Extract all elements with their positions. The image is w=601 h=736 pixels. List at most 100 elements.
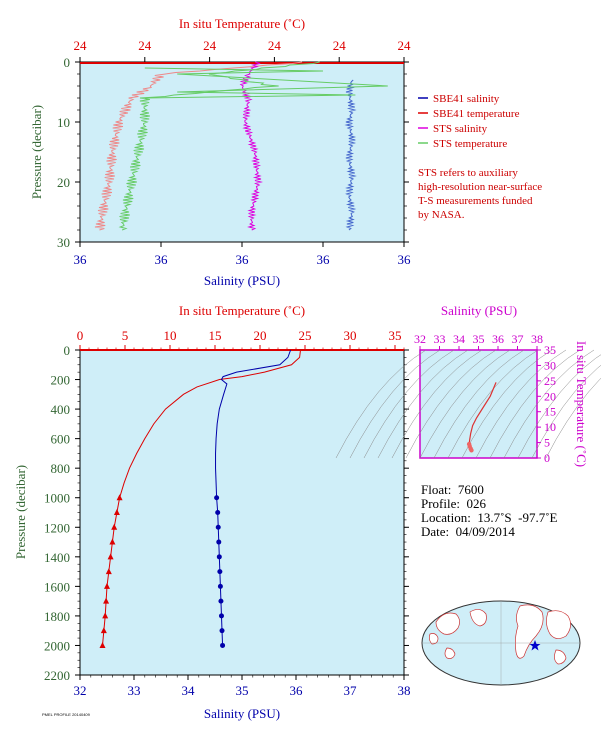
- top-sal-ticks: 36 36 36 36 36: [74, 242, 412, 267]
- top-sal-tick-label: 36: [74, 252, 88, 267]
- ts-density-contour: [335, 349, 427, 459]
- ts-temp-tick-label: 5: [544, 436, 550, 450]
- legend-label-3: STS temperature: [433, 138, 507, 150]
- legend: SBE41 salinity SBE41 temperature STS salin…: [418, 93, 520, 150]
- ts-density-contour: [517, 354, 601, 459]
- profile-number: Profile: 026: [421, 496, 486, 511]
- world-map: [421, 600, 581, 686]
- bottom-temp-tick-label: 0: [77, 328, 84, 343]
- temperature-marker: [103, 597, 110, 604]
- ts-sal-tick-label: 35: [473, 332, 485, 346]
- bottom-sal-tick-label: 32: [74, 683, 87, 698]
- top-temp-tick-label: 24: [398, 38, 412, 53]
- ts-density-contour: [433, 349, 525, 459]
- temperature-marker: [102, 612, 109, 619]
- ts-density-contour: [349, 349, 441, 459]
- legend-note: STS refers to auxiliary high-resolution …: [418, 166, 598, 222]
- bottom-temp-tick-label: 15: [209, 328, 222, 343]
- top-pres-tick-label: 10: [57, 115, 70, 130]
- bottom-temp-tick-label: 25: [299, 328, 312, 343]
- salinity-marker: [219, 628, 225, 634]
- top-temp-tick-label: 24: [138, 38, 152, 53]
- legend-note-line-1: STS refers to auxiliary: [418, 167, 518, 179]
- ts-density-contour: [489, 349, 581, 459]
- ts-series: [466, 382, 497, 453]
- ts-density-contour: [363, 349, 455, 459]
- bottom-temp-tick-label: 10: [164, 328, 177, 343]
- bottom-series: [99, 349, 301, 648]
- ts-density-contour: [377, 349, 469, 459]
- ts-temp-tick-label: 10: [544, 420, 556, 434]
- ts-sal-ticks: 32 33 34 35 36 37 38: [414, 332, 543, 350]
- bottom-pres-tick-label: 200: [51, 373, 71, 388]
- legend-label-1: SBE41 temperature: [433, 108, 520, 120]
- salinity-marker: [216, 539, 222, 545]
- ts-density-contour: [461, 349, 553, 459]
- bottom-pres-tick-label: 600: [51, 432, 71, 447]
- float-location: Location: 13.7˚S -97.7˚E: [421, 510, 558, 525]
- bottom-pres-ticks: 0 200 400 600 800 1000 1200 1400 1600 1800 2000 220…: [44, 343, 409, 683]
- bottom-pres-tick-label: 400: [51, 402, 71, 417]
- temperature-marker: [116, 494, 123, 501]
- salinity-marker: [215, 510, 221, 515]
- temperature-marker: [113, 509, 120, 515]
- legend-note-line-4: by NASA.: [418, 209, 465, 221]
- top-pres-tick-label: 30: [57, 235, 70, 250]
- float-location-star: [529, 640, 541, 651]
- ts-temp-tick-label: 25: [544, 374, 556, 388]
- bottom-sal-tick-label: 33: [128, 683, 141, 698]
- bottom-temp-ticks: 0 5 10 15 20 25 30 35: [77, 328, 405, 351]
- bottom-pres-tick-label: 0: [64, 343, 71, 358]
- bottom-sal-tick-label: 37: [344, 683, 358, 698]
- ts-sal-tick-label: 37: [512, 332, 524, 346]
- top-series: [80, 61, 404, 231]
- top-series-line-1: [94, 61, 303, 231]
- bottom-sal-tick-label: 36: [290, 683, 304, 698]
- temperature-marker: [104, 582, 110, 589]
- salinity-marker: [218, 613, 224, 619]
- bottom-plot-area: [79, 349, 405, 676]
- ts-density-contour: [391, 349, 483, 459]
- salinity-marker: [215, 524, 221, 530]
- top-temp-ticks: 24 24 24 24 24 24: [74, 38, 412, 62]
- ts-sal-tick-label: 34: [453, 332, 465, 346]
- salinity-marker: [217, 583, 223, 589]
- top-pres-ticks: 0 10 20 30: [57, 55, 409, 250]
- temperature-marker: [105, 568, 112, 575]
- legend-note-line-2: high-resolution near-surface: [418, 181, 543, 193]
- top-sts-temp-spikes: [144, 67, 388, 99]
- ts-density-contour: [447, 349, 539, 459]
- bottom-sal-ticks: 32 33 34 35 36 37 38: [74, 675, 411, 698]
- salinity-marker: [218, 598, 224, 604]
- bottom-sal-axis-title: Salinity (PSU): [204, 706, 280, 721]
- float-id: Float: 7600: [421, 482, 484, 497]
- bottom-pres-tick-label: 1200: [44, 520, 70, 535]
- ts-sal-tick-label: 33: [434, 332, 446, 346]
- bottom-sal-tick-label: 38: [398, 683, 411, 698]
- ts-temp-axis-title: In situ Temperature (˚C): [574, 341, 589, 467]
- top-sal-tick-label: 36: [398, 252, 412, 267]
- temperature-marker: [111, 523, 118, 530]
- bottom-sal-tick-label: 35: [236, 683, 249, 698]
- temperature-marker: [100, 627, 107, 634]
- ts-density-contour: [475, 349, 567, 459]
- top-sal-tick-label: 36: [155, 252, 169, 267]
- bottom-pres-tick-label: 2200: [44, 668, 70, 683]
- ts-temp-tick-label: 15: [544, 405, 556, 419]
- ts-sal-tick-label: 36: [492, 332, 504, 346]
- top-series-line-0: [344, 79, 357, 231]
- top-pres-axis-title: Pressure (decibar): [29, 105, 44, 199]
- top-temp-tick-label: 24: [268, 38, 282, 53]
- ts-density-contour: [503, 349, 595, 459]
- temperature-marker: [107, 553, 114, 560]
- top-pres-tick-label: 0: [64, 55, 71, 70]
- bottom-sal-tick-label: 34: [182, 683, 196, 698]
- bottom-temp-tick-label: 5: [122, 328, 129, 343]
- bottom-pres-axis-title: Pressure (decibar): [13, 465, 28, 559]
- ts-temp-tick-label: 0: [544, 451, 550, 465]
- legend-label-2: STS salinity: [433, 123, 488, 135]
- bottom-pres-tick-label: 1800: [44, 609, 70, 624]
- ts-sal-axis-title: Salinity (PSU): [441, 303, 517, 318]
- bottom-panel: In situ Temperature (˚C) Salinity (PSU) …: [13, 303, 411, 721]
